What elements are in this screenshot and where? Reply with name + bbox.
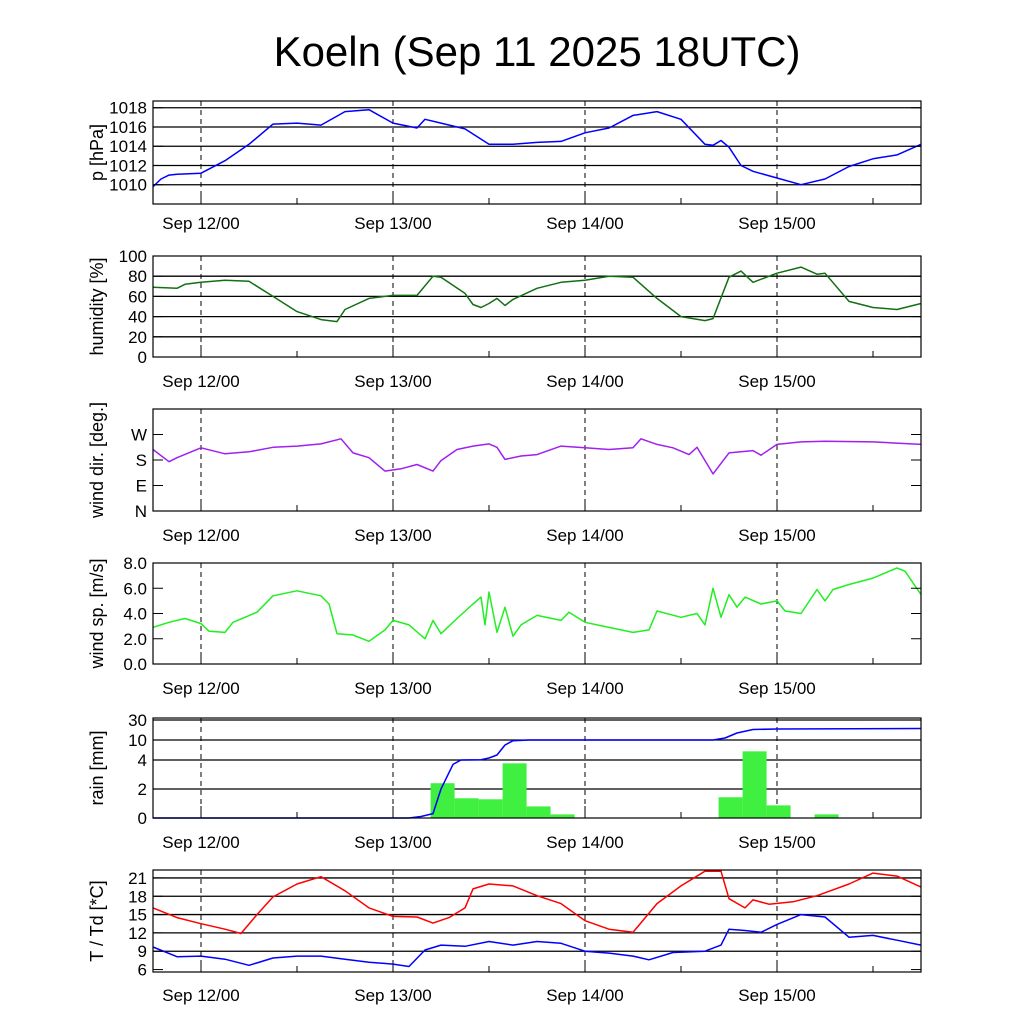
y-tick-label: 1012 xyxy=(109,156,147,175)
y-tick-label: 9 xyxy=(138,942,147,961)
y-tick-label: 1010 xyxy=(109,176,147,195)
y-tick-label: 12 xyxy=(128,924,147,943)
x-tick-label: Sep 14/00 xyxy=(546,526,624,545)
rain-bar xyxy=(526,806,551,818)
plot-frame xyxy=(152,869,922,973)
humidity-line xyxy=(152,266,922,323)
y-tick-label: 15 xyxy=(128,906,147,925)
y-tick-label: 6.0 xyxy=(123,579,147,598)
dew-point-line xyxy=(152,913,922,968)
x-tick-label: Sep 14/00 xyxy=(546,833,624,852)
x-tick-label: Sep 13/00 xyxy=(354,214,432,233)
x-tick-label: Sep 13/00 xyxy=(354,833,432,852)
humidity-panel: Sep 12/00 Sep 13/00 Sep 14/00 Sep 15/00 0204… xyxy=(87,247,922,391)
plot-frame xyxy=(152,717,922,819)
x-tick-label: Sep 14/00 xyxy=(546,986,624,1005)
y-axis-label: wind sp. [m/s] xyxy=(87,558,107,669)
y-tick-label: 2.0 xyxy=(123,630,147,649)
rain-bar xyxy=(766,805,791,818)
rain-bar xyxy=(742,751,767,818)
x-tick-label: Sep 12/00 xyxy=(162,986,240,1005)
plot-frame xyxy=(152,562,922,665)
y-tick-label: 60 xyxy=(128,287,147,306)
y-tick-label: W xyxy=(131,426,147,445)
x-tick-label: Sep 13/00 xyxy=(354,372,432,391)
wind-direction-line xyxy=(152,438,922,475)
y-tick-label: E xyxy=(136,477,147,496)
temperature-line xyxy=(152,870,922,935)
rain-bar xyxy=(454,798,479,818)
rain-bar xyxy=(814,814,839,818)
y-tick-label: 0.0 xyxy=(123,655,147,674)
x-tick-label: Sep 15/00 xyxy=(738,986,816,1005)
y-tick-label: 8.0 xyxy=(123,554,147,573)
x-tick-label: Sep 14/00 xyxy=(546,214,624,233)
y-tick-label: 18 xyxy=(128,887,147,906)
y-tick-label: 21 xyxy=(128,869,147,888)
pressure-line xyxy=(152,108,922,188)
x-tick-label: Sep 15/00 xyxy=(738,833,816,852)
wind-speed-panel: Sep 12/00 Sep 13/00 Sep 14/00 Sep 15/00 0.0 2… xyxy=(87,554,922,698)
x-tick-label: Sep 13/00 xyxy=(354,986,432,1005)
y-tick-label: 2 xyxy=(138,780,147,799)
rain-bar xyxy=(502,763,527,818)
y-tick-label: 20 xyxy=(128,328,147,347)
x-tick-label: Sep 14/00 xyxy=(546,372,624,391)
y-tick-label: 4.0 xyxy=(123,605,147,624)
rain-bar xyxy=(718,797,743,818)
temperature-panel: Sep 12/00 Sep 13/00 Sep 14/00 Sep 15/00 6912… xyxy=(87,869,922,1005)
y-tick-label: 0 xyxy=(138,348,147,367)
rain-bar xyxy=(430,783,455,818)
y-axis-label: wind dir. [deg.] xyxy=(87,402,107,519)
y-tick-label: N xyxy=(135,502,147,521)
y-axis-label: humidity [%] xyxy=(87,257,107,355)
x-tick-label: Sep 12/00 xyxy=(162,372,240,391)
x-tick-label: Sep 12/00 xyxy=(162,833,240,852)
y-tick-label: 30 xyxy=(128,711,147,730)
y-tick-label: 40 xyxy=(128,308,147,327)
y-tick-label: S xyxy=(136,451,147,470)
x-tick-label: Sep 12/00 xyxy=(162,679,240,698)
y-tick-label: 10 xyxy=(128,731,147,750)
wind-direction-panel: Sep 12/00 Sep 13/00 Sep 14/00 Sep 15/00 NESW… xyxy=(87,402,922,545)
y-axis-label: rain [mm] xyxy=(87,730,107,805)
y-tick-label: 1016 xyxy=(109,118,147,137)
plot-frame xyxy=(152,100,922,205)
y-tick-label: 0 xyxy=(138,809,147,828)
y-tick-label: 6 xyxy=(138,961,147,980)
wind-speed-line xyxy=(152,567,922,643)
y-axis-label: T / Td [*C] xyxy=(87,880,107,961)
x-tick-label: Sep 15/00 xyxy=(738,526,816,545)
rain-bar xyxy=(478,799,503,818)
y-tick-label: 80 xyxy=(128,267,147,286)
x-tick-label: Sep 13/00 xyxy=(354,679,432,698)
x-tick-label: Sep 12/00 xyxy=(162,214,240,233)
pressure-panel: Sep 12/00 Sep 13/00 Sep 14/00 Sep 15/00 1010… xyxy=(87,99,922,233)
y-tick-label: 4 xyxy=(138,751,147,770)
rain-panel: Sep 12/00 Sep 13/00 Sep 14/00 Sep 15/00 0 2 41… xyxy=(87,711,922,852)
x-tick-label: Sep 12/00 xyxy=(162,526,240,545)
accumulated-rain-line xyxy=(153,727,922,819)
chart-title: Koeln (Sep 11 2025 18UTC) xyxy=(274,28,801,75)
y-tick-label: 100 xyxy=(119,247,147,266)
y-axis-label: p [hPa] xyxy=(87,124,107,181)
y-tick-label: 1014 xyxy=(109,137,147,156)
x-tick-label: Sep 15/00 xyxy=(738,214,816,233)
plot-frame xyxy=(152,408,922,512)
x-tick-label: Sep 14/00 xyxy=(546,679,624,698)
plot-frame xyxy=(152,255,922,358)
x-tick-label: Sep 15/00 xyxy=(738,679,816,698)
x-tick-label: Sep 13/00 xyxy=(354,526,432,545)
x-tick-label: Sep 15/00 xyxy=(738,372,816,391)
rain-bar xyxy=(550,814,575,818)
y-tick-label: 1018 xyxy=(109,99,147,118)
